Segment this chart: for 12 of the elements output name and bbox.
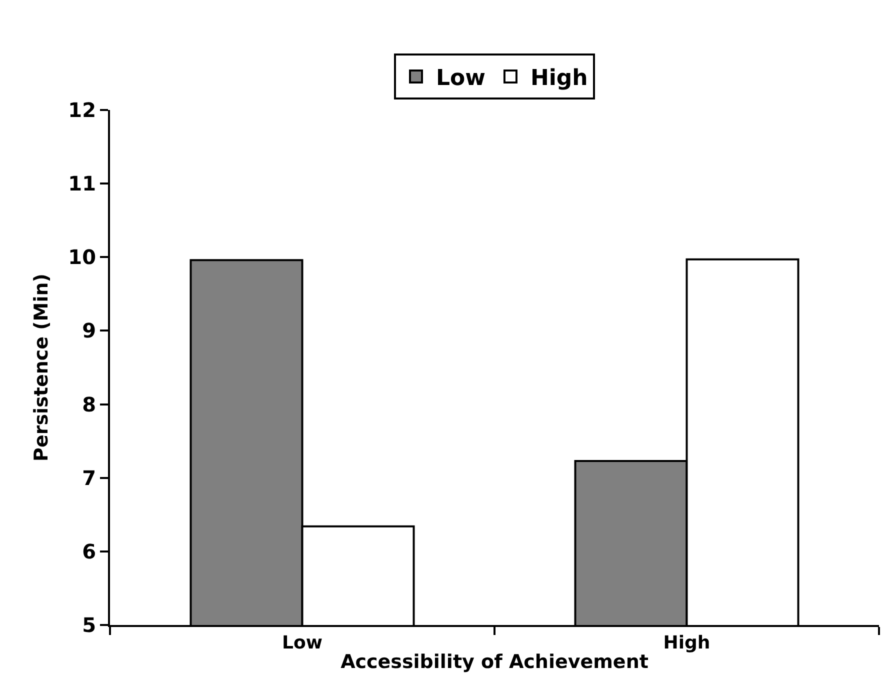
- y-tick-label: 12: [68, 98, 96, 122]
- legend-label: Low: [436, 66, 486, 92]
- y-tick-label: 10: [68, 245, 96, 270]
- y-tick-label: 8: [82, 392, 96, 416]
- y-axis-title: Persistence (Min): [30, 274, 53, 462]
- y-tick-label: 11: [68, 172, 96, 196]
- y-tick-label: 6: [82, 539, 96, 564]
- y-tick-label: 5: [82, 613, 96, 637]
- y-tick-label: 9: [82, 318, 96, 343]
- y-tick-label: 7: [82, 466, 96, 490]
- legend-label: High: [530, 66, 588, 92]
- x-axis-title: Accessibility of Achievement: [340, 650, 648, 673]
